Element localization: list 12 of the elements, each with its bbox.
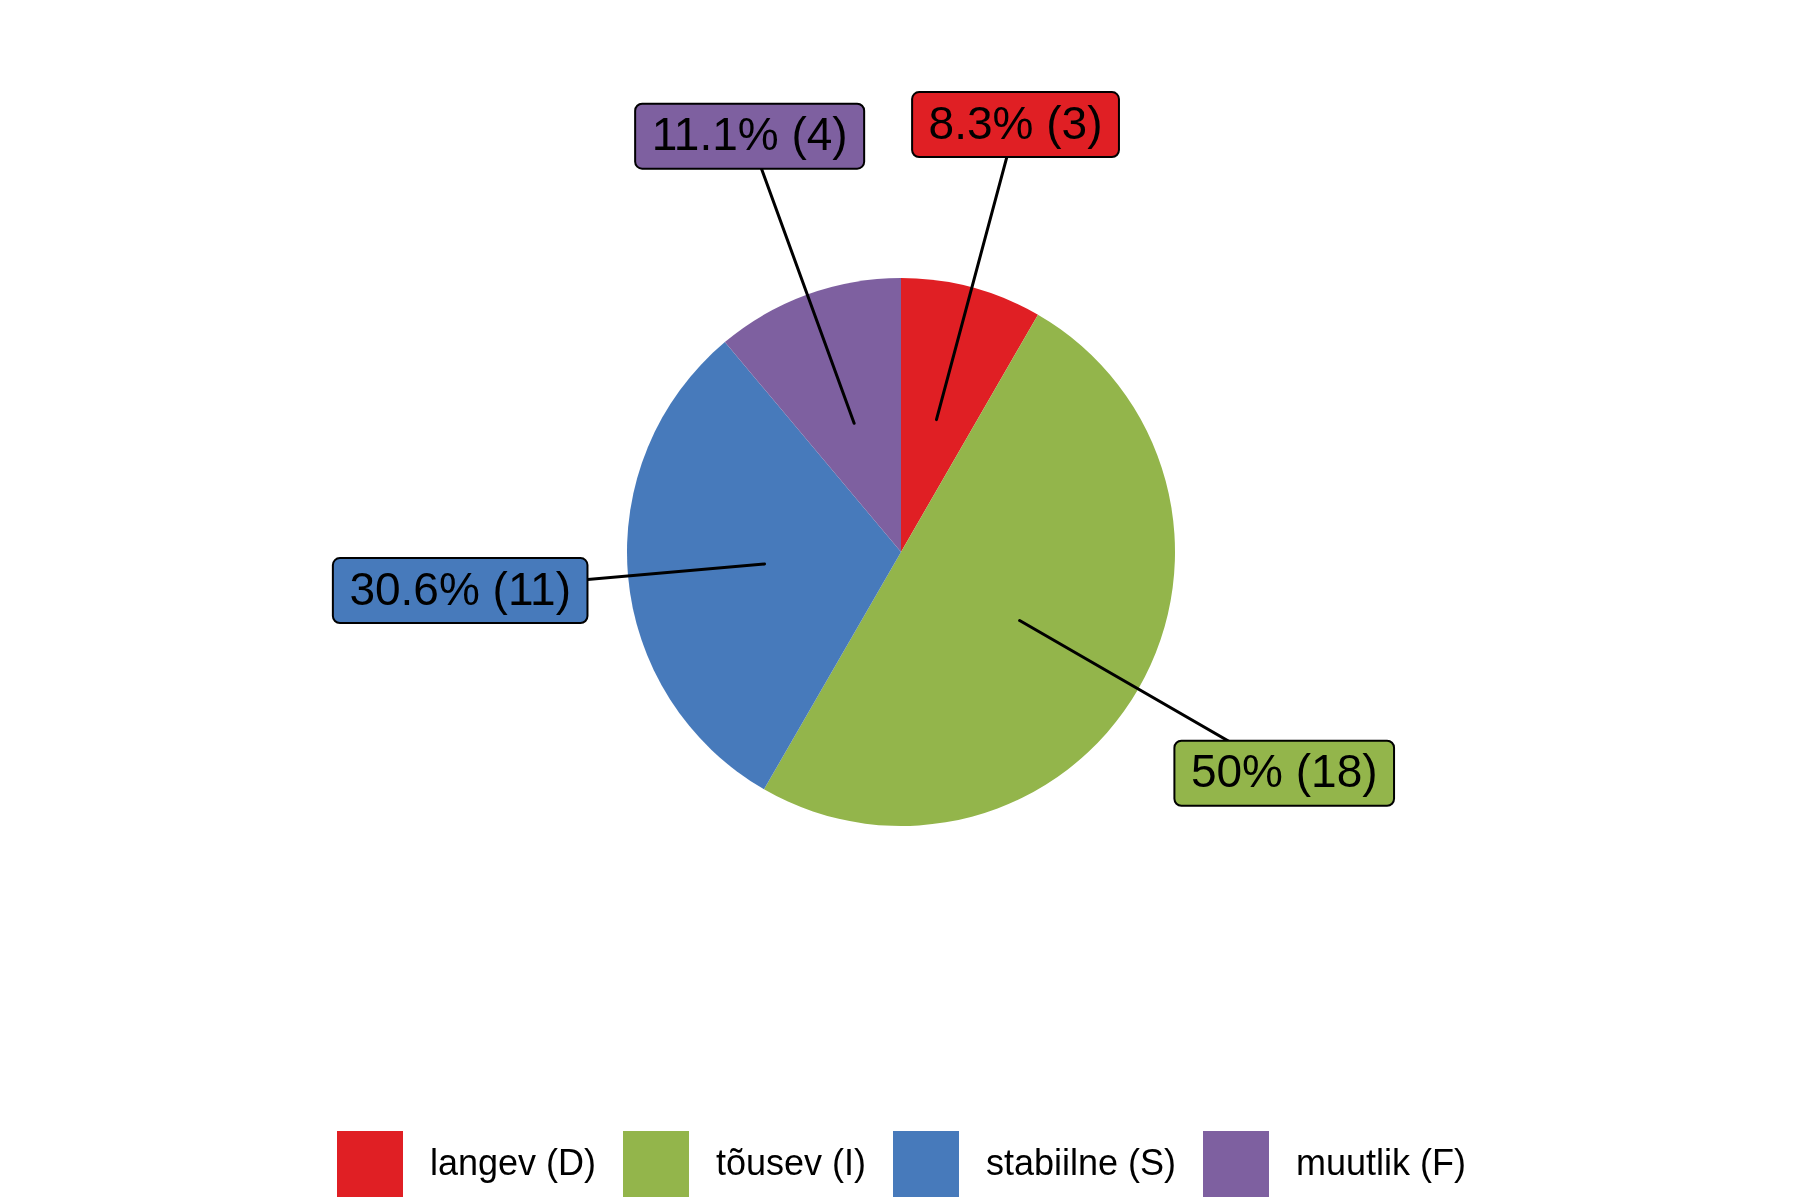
legend-label: tõusev (I) (716, 1142, 867, 1183)
data-label: 50% (18) (1190, 745, 1378, 798)
data-label: 8.3% (3) (928, 96, 1103, 149)
data-label: 30.6% (11) (349, 562, 571, 615)
pie-slice (724, 278, 901, 552)
pie-slice (627, 342, 901, 790)
legend-label: langev (D) (430, 1142, 597, 1183)
data-label: 11.1% (4) (651, 108, 848, 161)
legend-label: stabiilne (S) (986, 1142, 1177, 1183)
legend-label: muutlik (F) (1296, 1142, 1466, 1183)
pie-slice (901, 278, 1038, 552)
pie-slice (764, 314, 1175, 826)
